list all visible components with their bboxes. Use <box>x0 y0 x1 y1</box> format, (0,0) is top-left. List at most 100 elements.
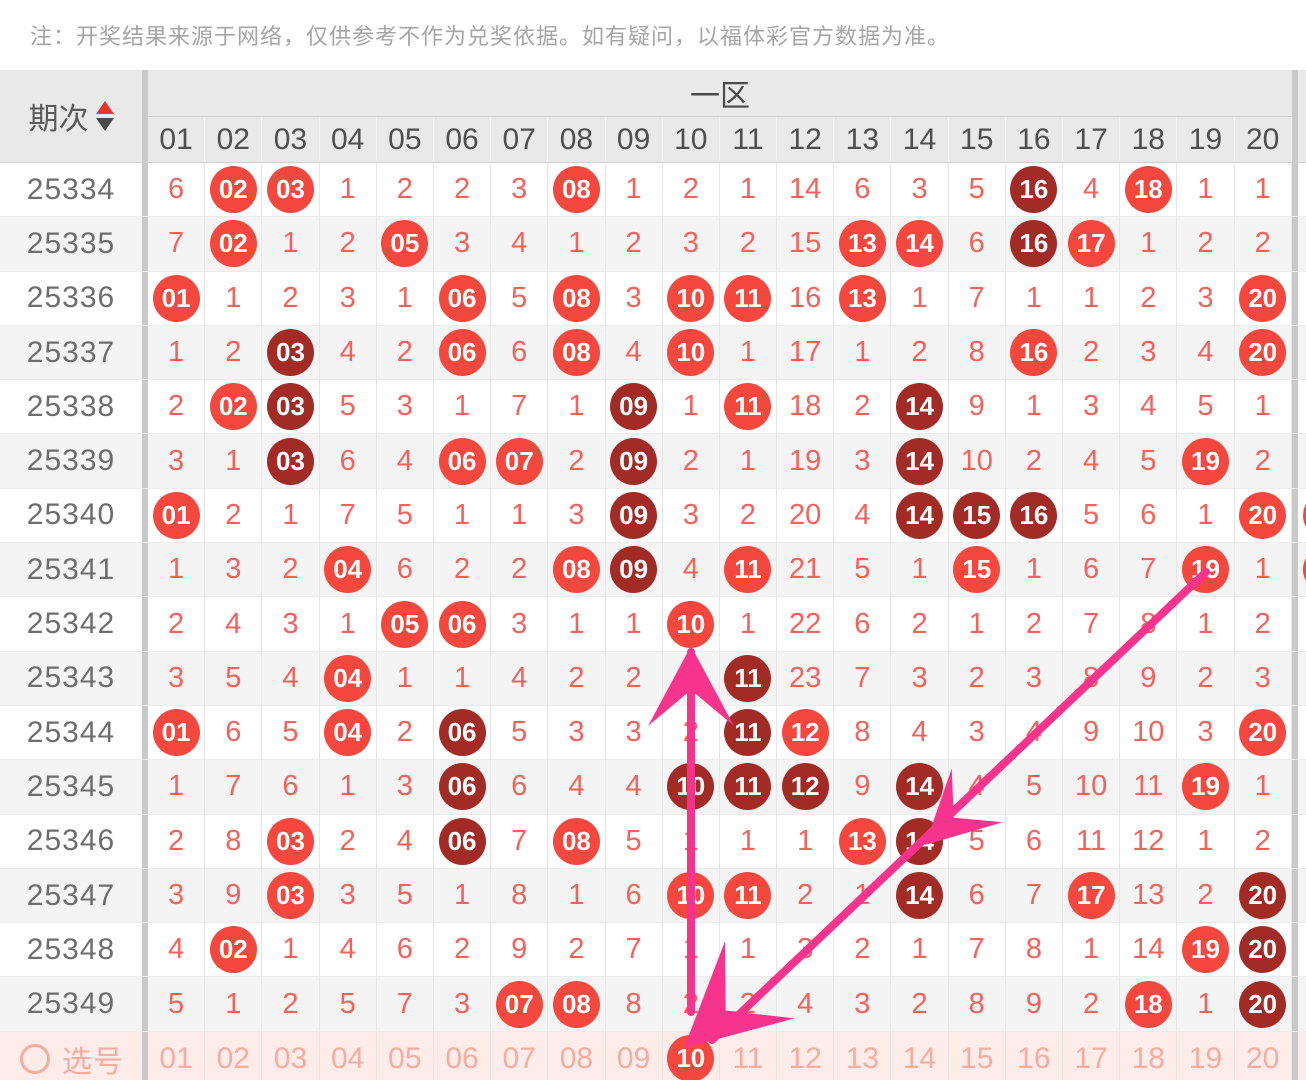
ball-cell: 20 <box>1235 977 1292 1031</box>
ball-cell: 08 <box>548 977 606 1031</box>
miss-count: 1 <box>739 824 757 857</box>
miss-count: 1 <box>168 770 185 803</box>
drawn-ball: 14 <box>896 491 944 539</box>
miss-cell: 20 <box>777 488 835 543</box>
miss-cell: 1 <box>1006 543 1063 597</box>
miss-count: 3 <box>797 933 814 966</box>
selectable-number: 07 <box>502 1041 536 1075</box>
miss-cell: 1 <box>1177 814 1235 868</box>
miss-cell: 1 <box>205 977 263 1031</box>
miss-cell: 1 <box>262 923 320 977</box>
select-number-cell[interactable]: 03 <box>262 1031 320 1080</box>
sort-desc-icon[interactable] <box>95 118 114 131</box>
miss-count: 3 <box>396 770 413 803</box>
miss-cell: 3 <box>377 380 434 434</box>
select-number-cell[interactable]: 20 <box>1235 1031 1292 1080</box>
drawn-ball: 11 <box>724 763 772 811</box>
period-label: 25344 <box>26 715 116 749</box>
select-number-cell[interactable]: 18 <box>1120 1031 1178 1080</box>
miss-cell: 7 <box>1063 597 1121 651</box>
select-circle-icon[interactable] <box>20 1043 50 1074</box>
miss-count: 1 <box>511 498 528 531</box>
select-number-cell[interactable]: 10 <box>663 1031 720 1080</box>
miss-cell: 12 <box>1120 814 1178 868</box>
period-sort-header[interactable]: 期次 <box>0 70 142 162</box>
select-number-cell[interactable]: 15 <box>949 1031 1006 1080</box>
select-number-cell[interactable]: 09 <box>606 1031 663 1080</box>
drawn-ball: 03 <box>266 817 314 865</box>
ball-cell: 19 <box>1177 434 1235 488</box>
miss-cell: 19 <box>777 434 835 488</box>
select-row-header[interactable]: 选号 <box>0 1032 142 1080</box>
sort-asc-icon[interactable] <box>95 101 114 114</box>
miss-count: 2 <box>396 336 413 369</box>
miss-cell: 2 <box>262 977 320 1031</box>
ball-cell: 06 <box>434 434 492 488</box>
select-number-cell[interactable]: 13 <box>834 1031 892 1080</box>
drawn-ball: 20 <box>1239 709 1287 757</box>
miss-count: 19 <box>789 444 822 477</box>
select-number-cell[interactable]: 14 <box>891 1031 949 1080</box>
miss-cell: 1 <box>1006 380 1063 434</box>
table-row: 25341 1 3 2 04 6 2 2 08 09 4 11 21 5 1 15 1 6 7 19 1 <box>0 543 1306 598</box>
miss-cell: 14 <box>1120 923 1178 977</box>
select-number-cell[interactable]: 17 <box>1063 1031 1121 1080</box>
miss-count: 6 <box>396 933 413 966</box>
miss-count: 4 <box>911 716 928 749</box>
miss-cell: 6 <box>1063 543 1121 597</box>
miss-cell: 6 <box>320 434 377 488</box>
miss-count: 9 <box>1025 987 1042 1020</box>
drawn-ball: 17 <box>1067 220 1115 268</box>
miss-cell: 4 <box>1177 325 1235 380</box>
miss-count: 2 <box>1025 607 1042 640</box>
miss-cell: 3 <box>148 651 206 705</box>
drawn-ball: 11 <box>724 654 772 702</box>
miss-count: 4 <box>339 933 356 966</box>
miss-cell: 3 <box>1177 271 1235 325</box>
miss-cell: 1 <box>548 217 606 271</box>
select-number-cell[interactable]: 01 <box>148 1031 206 1080</box>
period-label: 25346 <box>26 824 116 858</box>
miss-count: 1 <box>911 281 928 314</box>
miss-count: 5 <box>1197 390 1214 423</box>
column-header-03: 03 <box>262 117 320 162</box>
select-number-cell[interactable]: 04 <box>320 1031 377 1080</box>
column-header-16: 16 <box>1006 117 1063 162</box>
miss-count: 1 <box>739 173 757 206</box>
miss-cell: 3 <box>491 597 549 651</box>
miss-cell: 1 <box>1006 271 1063 325</box>
miss-cell: 2 <box>720 977 778 1031</box>
drawn-ball: 10 <box>667 872 715 919</box>
ball-cell: 14 <box>891 760 949 814</box>
miss-count: 2 <box>739 227 757 260</box>
miss-count: 3 <box>339 281 356 314</box>
ball-cell: 10 <box>663 868 720 923</box>
miss-cell: 9 <box>1120 651 1178 705</box>
miss-count: 1 <box>453 661 471 694</box>
miss-count: 3 <box>625 281 642 314</box>
select-number-cell[interactable]: 05 <box>377 1031 434 1080</box>
drawn-ball: 04 <box>324 546 372 594</box>
drawn-ball: 08 <box>552 546 600 594</box>
miss-count: 1 <box>1254 770 1271 803</box>
select-number-cell[interactable]: 06 <box>434 1031 492 1080</box>
select-number-cell[interactable]: 12 <box>777 1031 835 1080</box>
select-number-cell[interactable]: 16 <box>1006 1031 1063 1080</box>
drawn-ball: 07 <box>495 437 543 485</box>
miss-count: 4 <box>511 227 528 260</box>
select-number-cell[interactable]: 11 <box>720 1031 778 1080</box>
miss-cell: 1 <box>1235 760 1292 814</box>
select-number-cell[interactable]: 19 <box>1177 1031 1235 1080</box>
drawn-ball: 14 <box>896 220 944 268</box>
zone-one-block: 一区 01 02 03 04 05 06 07 08 09 10 11 12 13 14 15 16 17 18 19… <box>148 70 1292 162</box>
ball-cell: 06 <box>434 271 492 325</box>
miss-cell: 2 <box>606 651 663 705</box>
ball-cell: 20 <box>1235 488 1292 543</box>
miss-count: 7 <box>511 824 528 857</box>
select-number-cell[interactable]: 08 <box>548 1031 606 1080</box>
period-label: 25338 <box>26 389 116 423</box>
select-number-cell[interactable]: 02 <box>205 1031 263 1080</box>
selected-number-ball[interactable]: 10 <box>667 1035 715 1080</box>
select-number-cell[interactable]: 07 <box>491 1031 549 1080</box>
table-row: 25348 4 02 1 4 6 2 9 2 7 1 1 3 2 1 7 8 1 14 19 20 <box>0 923 1306 978</box>
